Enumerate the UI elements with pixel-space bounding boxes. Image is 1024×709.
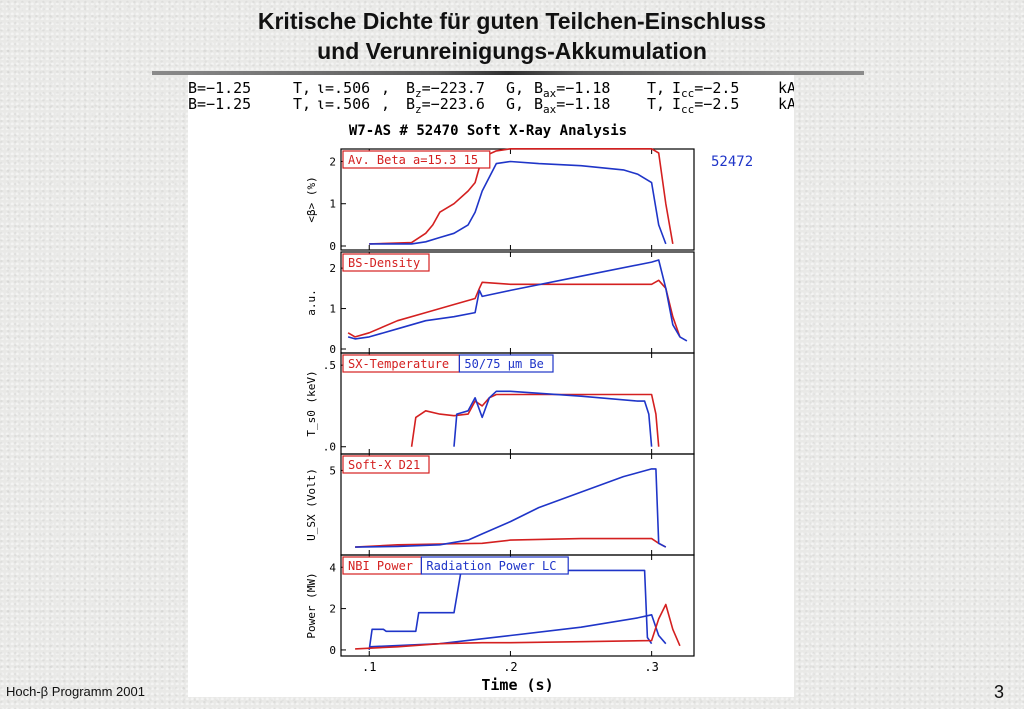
param-unit: G, bbox=[506, 79, 524, 97]
param-unit: T, bbox=[647, 79, 665, 97]
title-divider bbox=[152, 71, 864, 75]
series-line bbox=[355, 603, 681, 650]
x-tick-label: .2 bbox=[503, 660, 517, 674]
panel: 0 1 2 a.u. BS-Density bbox=[305, 251, 695, 356]
param-bz: Bz=−223.7 bbox=[406, 79, 485, 100]
series-line bbox=[368, 569, 653, 651]
y-tick-label: 2 bbox=[329, 155, 336, 168]
param-bz: Bz=−223.6 bbox=[406, 95, 485, 116]
legend-box bbox=[342, 150, 491, 169]
param-b: B=−1.25 bbox=[188, 95, 251, 113]
legend-label: Radiation Power LC bbox=[426, 559, 556, 573]
legend-box bbox=[342, 253, 430, 272]
series-line bbox=[347, 279, 681, 338]
series-line bbox=[347, 259, 688, 342]
y-tick-label: 0 bbox=[329, 240, 336, 253]
y-tick-label: 1 bbox=[329, 198, 336, 211]
legend-box bbox=[458, 354, 554, 373]
y-tick-label: .5 bbox=[323, 359, 336, 372]
legend-label: 50/75 μm Be bbox=[464, 357, 543, 371]
y-axis-label: U_SX (Volt) bbox=[305, 468, 318, 541]
legend-label: Soft-X D21 bbox=[348, 458, 420, 472]
param-iota: ι=.506 bbox=[316, 79, 370, 97]
panel-frame bbox=[340, 554, 695, 657]
legend-label: NBI Power bbox=[348, 559, 413, 573]
series-line bbox=[369, 613, 667, 648]
slide-title-line2: und Verunreinigungs-Akkumulation bbox=[317, 38, 707, 64]
legend-label: BS-Density bbox=[348, 256, 420, 270]
series-line bbox=[369, 160, 667, 245]
series-line bbox=[453, 390, 653, 447]
legend-box bbox=[420, 556, 569, 575]
y-axis-label: a.u. bbox=[305, 289, 318, 316]
legend-label: Av. Beta a=15.3 15 bbox=[348, 153, 478, 167]
y-tick-label: 0 bbox=[329, 644, 336, 657]
y-tick-label: 1 bbox=[329, 303, 336, 316]
param-iota: ι=.506 bbox=[316, 95, 370, 113]
y-tick-label: 5 bbox=[329, 464, 336, 477]
chart-canvas: B=−1.25 T, ι=.506, Bz=−223.7 G, Bax=−1.18 T, Ic… bbox=[188, 79, 794, 694]
y-tick-label: 4 bbox=[329, 561, 336, 574]
param-line: B=−1.25 T, ι=.506, Bz=−223.6 G, Bax=−1.18 T, Ic… bbox=[188, 95, 794, 116]
legend-box bbox=[342, 455, 430, 474]
footer-label: Hoch-β Programm 2001 bbox=[6, 684, 145, 699]
param-unit: T, bbox=[647, 95, 665, 113]
param-unit: G, bbox=[506, 95, 524, 113]
param-separator: , bbox=[381, 95, 390, 113]
param-unit: T, bbox=[293, 79, 311, 97]
shot-label-52472: 52472 bbox=[711, 154, 753, 170]
y-tick-label: 0 bbox=[329, 343, 336, 356]
series-line bbox=[369, 148, 674, 245]
legend-label: SX-Temperature bbox=[348, 357, 449, 371]
chart-title: W7-AS # 52470 Soft X-Ray Analysis bbox=[349, 123, 627, 139]
slide-title: Kritische Dichte für guten Teilchen-Eins… bbox=[0, 6, 1024, 66]
panel: 5 U_SX (Volt) Soft-X D21 bbox=[305, 453, 695, 556]
page-number: 3 bbox=[993, 682, 1004, 702]
param-b: B=−1.25 bbox=[188, 79, 251, 97]
param-unit: T, bbox=[293, 95, 311, 113]
chart-figure: B=−1.25 T, ι=.506, Bz=−223.7 G, Bax=−1.18 T, Ic… bbox=[188, 75, 794, 697]
y-tick-label: .0 bbox=[323, 441, 336, 454]
param-separator: , bbox=[381, 79, 390, 97]
panel: 0 2 4 Power (MW) NBI Power Radiation Power LC bbox=[305, 554, 695, 657]
x-axis-label: Time (s) bbox=[481, 676, 553, 694]
slide-title-line1: Kritische Dichte für guten Teilchen-Eins… bbox=[257, 8, 767, 34]
param-unit: kA bbox=[778, 79, 794, 97]
y-axis-label: <β> (%) bbox=[305, 176, 318, 222]
x-tick-label: .1 bbox=[362, 660, 376, 674]
y-tick-label: 2 bbox=[329, 603, 336, 616]
param-unit: kA bbox=[778, 95, 794, 113]
y-axis-label: Power (MW) bbox=[305, 572, 318, 638]
series-line bbox=[410, 393, 660, 447]
y-axis-label: T_s0 (keV) bbox=[305, 370, 318, 436]
panel: .0 .5 T_s0 (keV) SX-Temperature 50/75 μm Be bbox=[305, 352, 695, 455]
panel: 0 1 2 <β> (%) Av. Beta a=15.3 15 bbox=[305, 148, 695, 253]
series-line bbox=[355, 468, 667, 548]
x-tick-label: .3 bbox=[644, 660, 658, 674]
y-tick-label: 2 bbox=[329, 262, 336, 275]
series-line bbox=[355, 537, 667, 548]
